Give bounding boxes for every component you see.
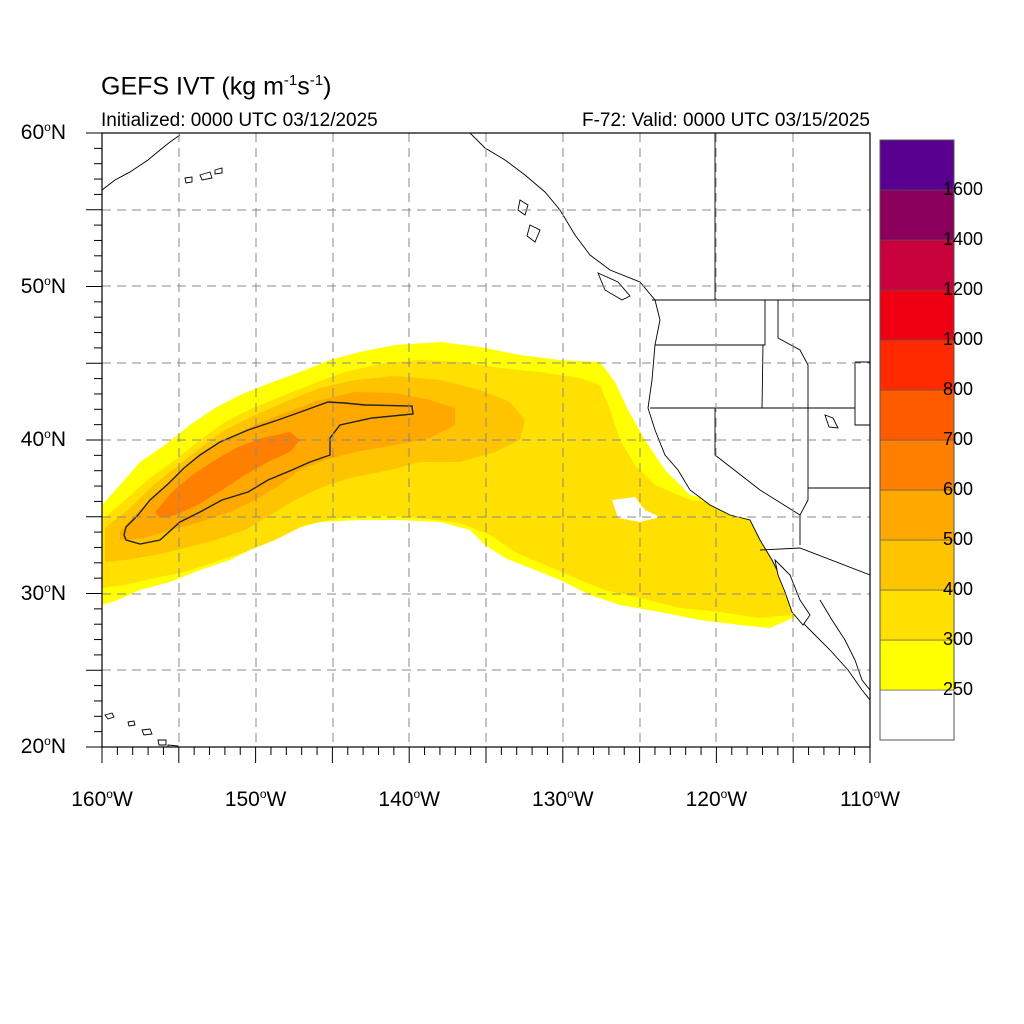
lat-label: 30oN xyxy=(20,580,66,605)
colorbar-swatch xyxy=(879,539,955,591)
colorbar-label: 300 xyxy=(943,629,974,649)
colorbar-swatch xyxy=(879,489,955,541)
axis-ticks xyxy=(86,132,871,763)
lon-label: 110oW xyxy=(840,787,900,811)
colorbar-label: 800 xyxy=(943,379,974,399)
lon-label: 140oW xyxy=(378,787,440,811)
map-title: GEFS IVT (kg m-1s-1) xyxy=(101,72,332,101)
colorbar-frame xyxy=(879,139,955,741)
lon-label: 160oW xyxy=(71,787,133,811)
ivt-band-600 xyxy=(155,432,300,518)
colorbar-label: 700 xyxy=(943,429,974,449)
colorbar-swatch xyxy=(879,289,955,341)
state-borders xyxy=(650,133,870,576)
initialized-time: Initialized: 0000 UTC 03/12/2025 xyxy=(101,110,378,131)
ivt-contour-500 xyxy=(123,401,414,545)
north-america-land xyxy=(469,133,870,701)
lat-lon-grid xyxy=(102,133,870,747)
colorbar-label: 1400 xyxy=(943,229,984,249)
lat-label: 50oN xyxy=(20,273,66,298)
colorbar-label: 250 xyxy=(943,679,974,699)
lat-label: 20oN xyxy=(20,734,66,758)
colorbar-label: 600 xyxy=(943,479,974,499)
colorbar xyxy=(879,139,955,741)
lat-label: 40oN xyxy=(20,427,66,451)
lon-label: 130oW xyxy=(532,787,594,811)
lon-label: 120oW xyxy=(685,787,748,811)
colorbar-swatch xyxy=(879,239,955,291)
ivt-band-500 xyxy=(120,392,455,540)
colorbar-label: 1600 xyxy=(943,179,984,199)
colorbar-swatch xyxy=(879,389,955,441)
colorbar-label: 400 xyxy=(943,579,974,599)
colorbar-label: 1000 xyxy=(943,329,984,349)
land-masses xyxy=(102,133,870,747)
alaska-coast xyxy=(102,134,181,191)
lat-label: 60oN xyxy=(20,120,66,144)
colorbar-swatch xyxy=(879,339,955,391)
ivt-hole xyxy=(612,497,660,522)
mexico-coast xyxy=(819,599,870,691)
lon-label: 150oW xyxy=(224,787,287,811)
colorbar-swatch xyxy=(879,189,955,241)
valid-time: F-72: Valid: 0000 UTC 03/15/2025 xyxy=(582,110,870,131)
colorbar-swatch xyxy=(879,589,955,641)
colorbar-label: 500 xyxy=(943,529,974,549)
aleutian-islands xyxy=(184,167,223,184)
ivt-field xyxy=(102,342,815,628)
bc-islands xyxy=(517,199,839,429)
hawaii-islands xyxy=(104,712,179,747)
colorbar-label: 1200 xyxy=(943,279,984,299)
